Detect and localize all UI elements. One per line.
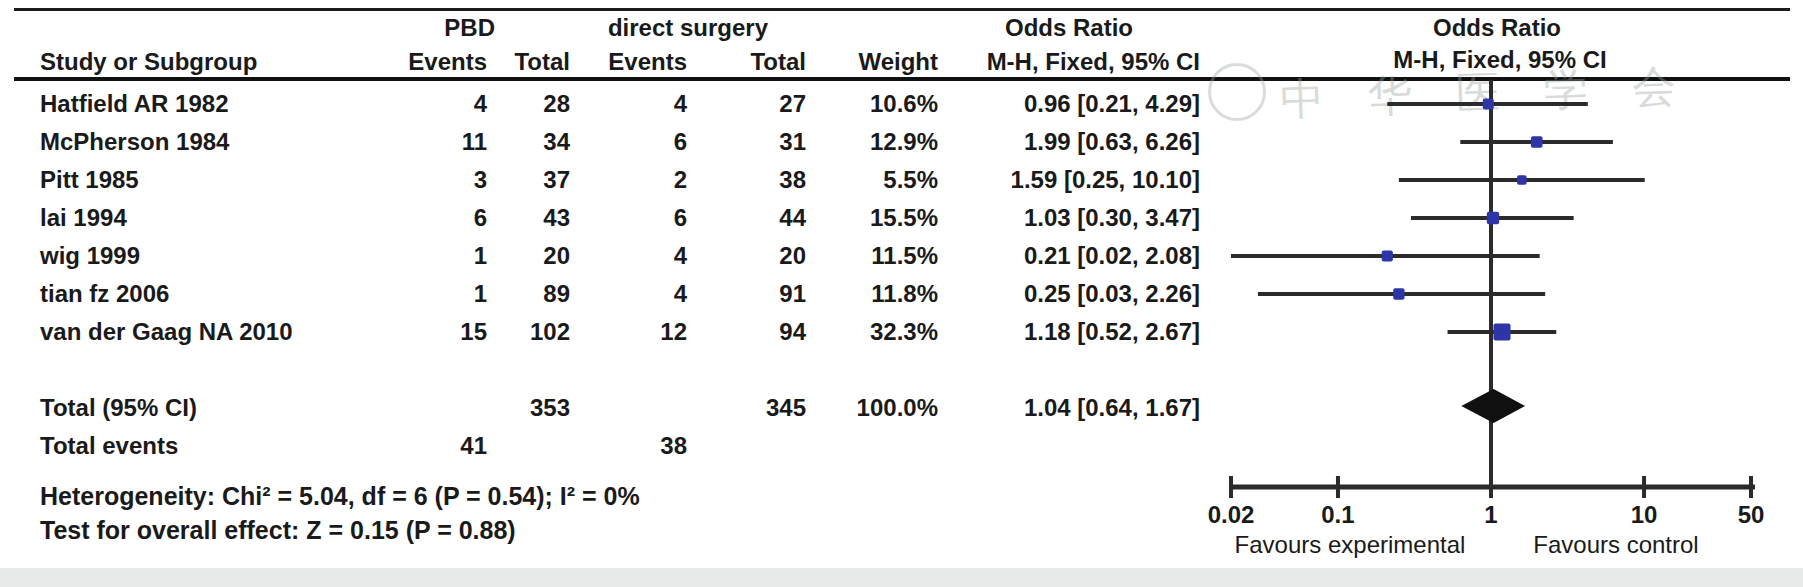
weight: 12.9% (806, 123, 938, 161)
pbd-total: 20 (487, 237, 570, 275)
meta-analysis-table: PBD direct surgery Odds Ratio Study or S… (40, 12, 1200, 465)
col-header-pbd-events: Events (300, 46, 487, 81)
favours-experimental-label: Favours experimental (1235, 531, 1466, 558)
x-tick-label: 0.02 (1208, 501, 1255, 528)
point-estimate-marker (1517, 175, 1527, 185)
pbd-total: 89 (487, 275, 570, 313)
weight: 15.5% (806, 199, 938, 237)
x-tick-label: 10 (1631, 501, 1658, 528)
pbd-events: 1 (300, 237, 487, 275)
weight: 11.5% (806, 237, 938, 275)
spacer (487, 427, 570, 465)
point-estimate-marker (1393, 288, 1404, 299)
spacer (806, 427, 938, 465)
pbd-events: 3 (300, 161, 487, 199)
col-header-ds-events: Events (570, 46, 687, 81)
total-weight: 100.0% (806, 389, 938, 427)
ds-events: 4 (570, 85, 687, 123)
total-events-label: Total events (40, 427, 300, 465)
ds-total: 91 (687, 275, 806, 313)
ds-total: 27 (687, 85, 806, 123)
col-header-weight: Weight (806, 46, 938, 81)
group-header-odds-ratio: Odds Ratio (938, 12, 1200, 46)
x-tick-label: 1 (1484, 501, 1497, 528)
ds-total: 44 (687, 199, 806, 237)
total-pbd-total: 353 (487, 389, 570, 427)
col-header-pbd-total: Total (487, 46, 570, 81)
point-estimate-marker (1493, 323, 1510, 340)
point-estimate-marker (1487, 212, 1499, 224)
spacer (300, 389, 487, 427)
spacer (40, 12, 300, 46)
weight: 10.6% (806, 85, 938, 123)
col-header-ds-total: Total (687, 46, 806, 81)
group-header-direct-surgery: direct surgery (570, 12, 806, 46)
pbd-total: 37 (487, 161, 570, 199)
x-tick-label: 50 (1738, 501, 1765, 528)
study-name: McPherson 1984 (40, 123, 300, 161)
point-estimate-marker (1382, 250, 1393, 261)
pbd-events: 1 (300, 275, 487, 313)
pbd-total: 34 (487, 123, 570, 161)
x-tick-label: 0.1 (1321, 501, 1354, 528)
spacer (687, 427, 806, 465)
pbd-total: 28 (487, 85, 570, 123)
study-name: lai 1994 (40, 199, 300, 237)
point-estimate-marker (1531, 136, 1543, 148)
pbd-events: 11 (300, 123, 487, 161)
weight: 32.3% (806, 313, 938, 351)
total-events-ds: 38 (570, 427, 687, 465)
study-name: van der Gaag NA 2010 (40, 313, 300, 351)
weight: 5.5% (806, 161, 938, 199)
ds-events: 12 (570, 313, 687, 351)
spacer (806, 12, 938, 46)
forest-plot-figure: PBD direct surgery Odds Ratio Study or S… (0, 0, 1803, 587)
ds-events: 2 (570, 161, 687, 199)
ds-events: 4 (570, 275, 687, 313)
total-ds-total: 345 (687, 389, 806, 427)
point-estimate-marker (1483, 99, 1494, 110)
study-name: wig 1999 (40, 237, 300, 275)
pbd-events: 4 (300, 85, 487, 123)
favours-control-label: Favours control (1533, 531, 1698, 558)
total-label: Total (95% CI) (40, 389, 300, 427)
ds-events: 6 (570, 199, 687, 237)
spacer (40, 351, 1200, 389)
ds-events: 4 (570, 237, 687, 275)
ds-total: 38 (687, 161, 806, 199)
pbd-events: 15 (300, 313, 487, 351)
ds-total: 20 (687, 237, 806, 275)
study-name: Hatfield AR 1982 (40, 85, 300, 123)
pbd-total: 102 (487, 313, 570, 351)
ds-total: 31 (687, 123, 806, 161)
ds-events: 6 (570, 123, 687, 161)
spacer (570, 389, 687, 427)
pooled-diamond (1461, 389, 1525, 423)
ds-total: 94 (687, 313, 806, 351)
plot-header-odds-ratio: Odds Ratio (1372, 14, 1622, 42)
col-header-study: Study or Subgroup (40, 46, 300, 81)
overall-effect-text: Test for overall effect: Z = 0.15 (P = 0… (40, 515, 516, 545)
study-name: Pitt 1985 (40, 161, 300, 199)
pbd-total: 43 (487, 199, 570, 237)
group-header-pbd: PBD (300, 12, 570, 46)
total-events-pbd: 41 (300, 427, 487, 465)
heterogeneity-text: Heterogeneity: Chi² = 5.04, df = 6 (P = … (40, 481, 640, 511)
pbd-events: 6 (300, 199, 487, 237)
plot-header-mh-ci: M-H, Fixed, 95% CI (1360, 46, 1640, 74)
study-name: tian fz 2006 (40, 275, 300, 313)
top-rule (14, 8, 1790, 11)
weight: 11.8% (806, 275, 938, 313)
col-header-mh-ci: M-H, Fixed, 95% CI (938, 46, 1200, 81)
forest-plot: 0.02 0.1 1 10 50 Favours experimental Favours … (1150, 80, 1803, 580)
